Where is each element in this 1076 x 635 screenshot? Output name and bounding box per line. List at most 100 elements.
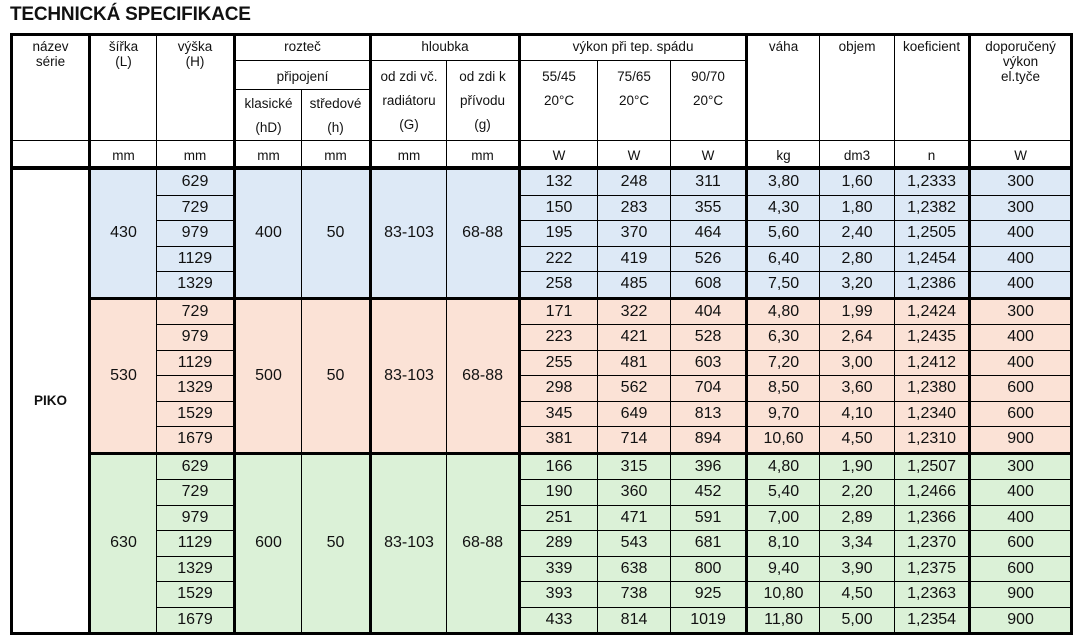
table-row: 1679 433 814 1019 11,80 5,00 1,2354 900 [12, 606, 1073, 634]
doporuceny-vykon-cell: 600 [968, 530, 1073, 557]
doporuceny-vykon-cell: 600 [968, 400, 1073, 427]
unit-cell: W [968, 140, 1073, 169]
vykon-55-45-cell: 255 [518, 349, 599, 376]
header-vykon: výkon při tep. spádu [518, 34, 748, 61]
stredove-roztec-cell: 50 [300, 167, 372, 299]
header-objem: objem [819, 34, 896, 141]
table-row: 630 629 600 50 83-103 68-88 166 315 396 4,80 1,90 1… [12, 451, 1073, 634]
hloubka-G-cell: 83-103 [369, 451, 448, 634]
vykon-90-70-cell: 1019 [670, 606, 748, 634]
doporuceny-vykon-cell: 300 [968, 296, 1073, 325]
objem-cell: 3,60 [819, 375, 896, 402]
vykon-55-45-cell: 132 [518, 167, 599, 196]
vykon-90-70-cell: 608 [670, 271, 748, 299]
sirka-cell: 530 [88, 296, 157, 454]
header-od-zdi-vc-radiatoru: od zdi vč. radiátoru (G) [369, 60, 448, 141]
vykon-90-70-cell: 396 [670, 451, 748, 480]
vaha-cell: 7,50 [745, 271, 821, 299]
vyska-cell: 979 [156, 220, 235, 247]
koeficient-cell: 1,2466 [894, 479, 971, 506]
objem-cell: 3,00 [819, 349, 896, 376]
header-nazev-serie: název série [11, 34, 90, 141]
vykon-75-65-cell: 248 [597, 167, 672, 196]
vaha-cell: 11,80 [745, 606, 821, 634]
vaha-cell: 9,40 [745, 555, 821, 582]
unit-cell: mm [300, 140, 372, 169]
vaha-cell: 6,40 [745, 245, 821, 272]
objem-cell: 2,89 [819, 504, 896, 531]
stredove-roztec-cell: 50 [300, 451, 372, 634]
vykon-90-70-cell: 528 [670, 324, 748, 351]
vykon-75-65-cell: 421 [597, 324, 672, 351]
vyska-cell: 629 [156, 451, 235, 480]
objem-cell: 2,20 [819, 479, 896, 506]
vykon-90-70-cell: 404 [670, 296, 748, 325]
vyska-cell: 1329 [156, 555, 235, 582]
vyska-cell: 1129 [156, 349, 235, 376]
koeficient-cell: 1,2386 [894, 271, 971, 299]
objem-cell: 4,50 [819, 426, 896, 454]
vaha-cell: 9,70 [745, 400, 821, 427]
doporuceny-vykon-cell: 400 [968, 324, 1073, 351]
vyska-cell: 1679 [156, 426, 235, 454]
koeficient-cell: 1,2333 [894, 167, 971, 196]
vykon-90-70-cell: 603 [670, 349, 748, 376]
vaha-cell: 7,20 [745, 349, 821, 376]
vyska-cell: 729 [156, 194, 235, 221]
koeficient-cell: 1,2310 [894, 426, 971, 454]
hloubka-g-cell: 68-88 [446, 451, 521, 634]
vykon-75-65-cell: 814 [597, 606, 672, 634]
vykon-90-70-cell: 800 [670, 555, 748, 582]
vykon-90-70-cell: 452 [670, 479, 748, 506]
klasicke-roztec-cell: 400 [233, 167, 302, 299]
doporuceny-vykon-cell: 300 [968, 451, 1073, 480]
doporuceny-vykon-cell: 400 [968, 220, 1073, 247]
vykon-55-45-cell: 171 [518, 296, 599, 325]
vykon-55-45-cell: 166 [518, 451, 599, 480]
koeficient-cell: 1,2375 [894, 555, 971, 582]
unit-cell: W [597, 140, 672, 169]
vaha-cell: 7,00 [745, 504, 821, 531]
koeficient-cell: 1,2380 [894, 375, 971, 402]
header-spad-75-65: 75/65 20°C [597, 60, 672, 141]
vykon-75-65-cell: 638 [597, 555, 672, 582]
objem-cell: 3,34 [819, 530, 896, 557]
vykon-55-45-cell: 195 [518, 220, 599, 247]
header-spad-55-45: 55/45 20°C [518, 60, 599, 141]
vykon-75-65-cell: 315 [597, 451, 672, 480]
vykon-55-45-cell: 393 [518, 581, 599, 608]
objem-cell: 1,90 [819, 451, 896, 480]
page-title: TECHNICKÁ SPECIFIKACE [10, 4, 251, 25]
vykon-75-65-cell: 738 [597, 581, 672, 608]
doporuceny-vykon-cell: 400 [968, 245, 1073, 272]
doporuceny-vykon-cell: 900 [968, 606, 1073, 634]
sirka-cell: 630 [88, 451, 157, 634]
vykon-75-65-cell: 419 [597, 245, 672, 272]
vykon-90-70-cell: 591 [670, 504, 748, 531]
vykon-55-45-cell: 258 [518, 271, 599, 299]
unit-cell: W [518, 140, 599, 169]
table-row: 530 729 500 50 83-103 68-88 171 322 404 4,80 1,99 1… [12, 296, 1073, 454]
vykon-90-70-cell: 681 [670, 530, 748, 557]
vyska-cell: 729 [156, 479, 235, 506]
unit-cell: W [670, 140, 748, 169]
table-row: 1679 381 714 894 10,60 4,50 1,2310 900 [12, 426, 1073, 454]
doporuceny-vykon-cell: 600 [968, 555, 1073, 582]
vykon-75-65-cell: 714 [597, 426, 672, 454]
klasicke-roztec-cell: 600 [233, 451, 302, 634]
koeficient-cell: 1,2366 [894, 504, 971, 531]
objem-cell: 2,40 [819, 220, 896, 247]
vaha-cell: 4,80 [745, 451, 821, 480]
header-pripojeni: připojení [232, 60, 372, 90]
hloubka-g-cell: 68-88 [446, 167, 521, 299]
vykon-90-70-cell: 526 [670, 245, 748, 272]
objem-cell: 1,99 [819, 296, 896, 325]
table-row: 1529 393 738 925 10,80 4,50 1,2363 900 [12, 581, 1073, 608]
table-row: 1329 258 485 608 7,50 3,20 1,2386 400 [12, 271, 1073, 299]
koeficient-cell: 1,2412 [894, 349, 971, 376]
vykon-75-65-cell: 481 [597, 349, 672, 376]
vykon-75-65-cell: 485 [597, 271, 672, 299]
table-row: 1129 255 481 603 7,20 3,00 1,2412 400 [12, 349, 1073, 376]
vykon-55-45-cell: 223 [518, 324, 599, 351]
hloubka-G-cell: 83-103 [369, 167, 448, 299]
